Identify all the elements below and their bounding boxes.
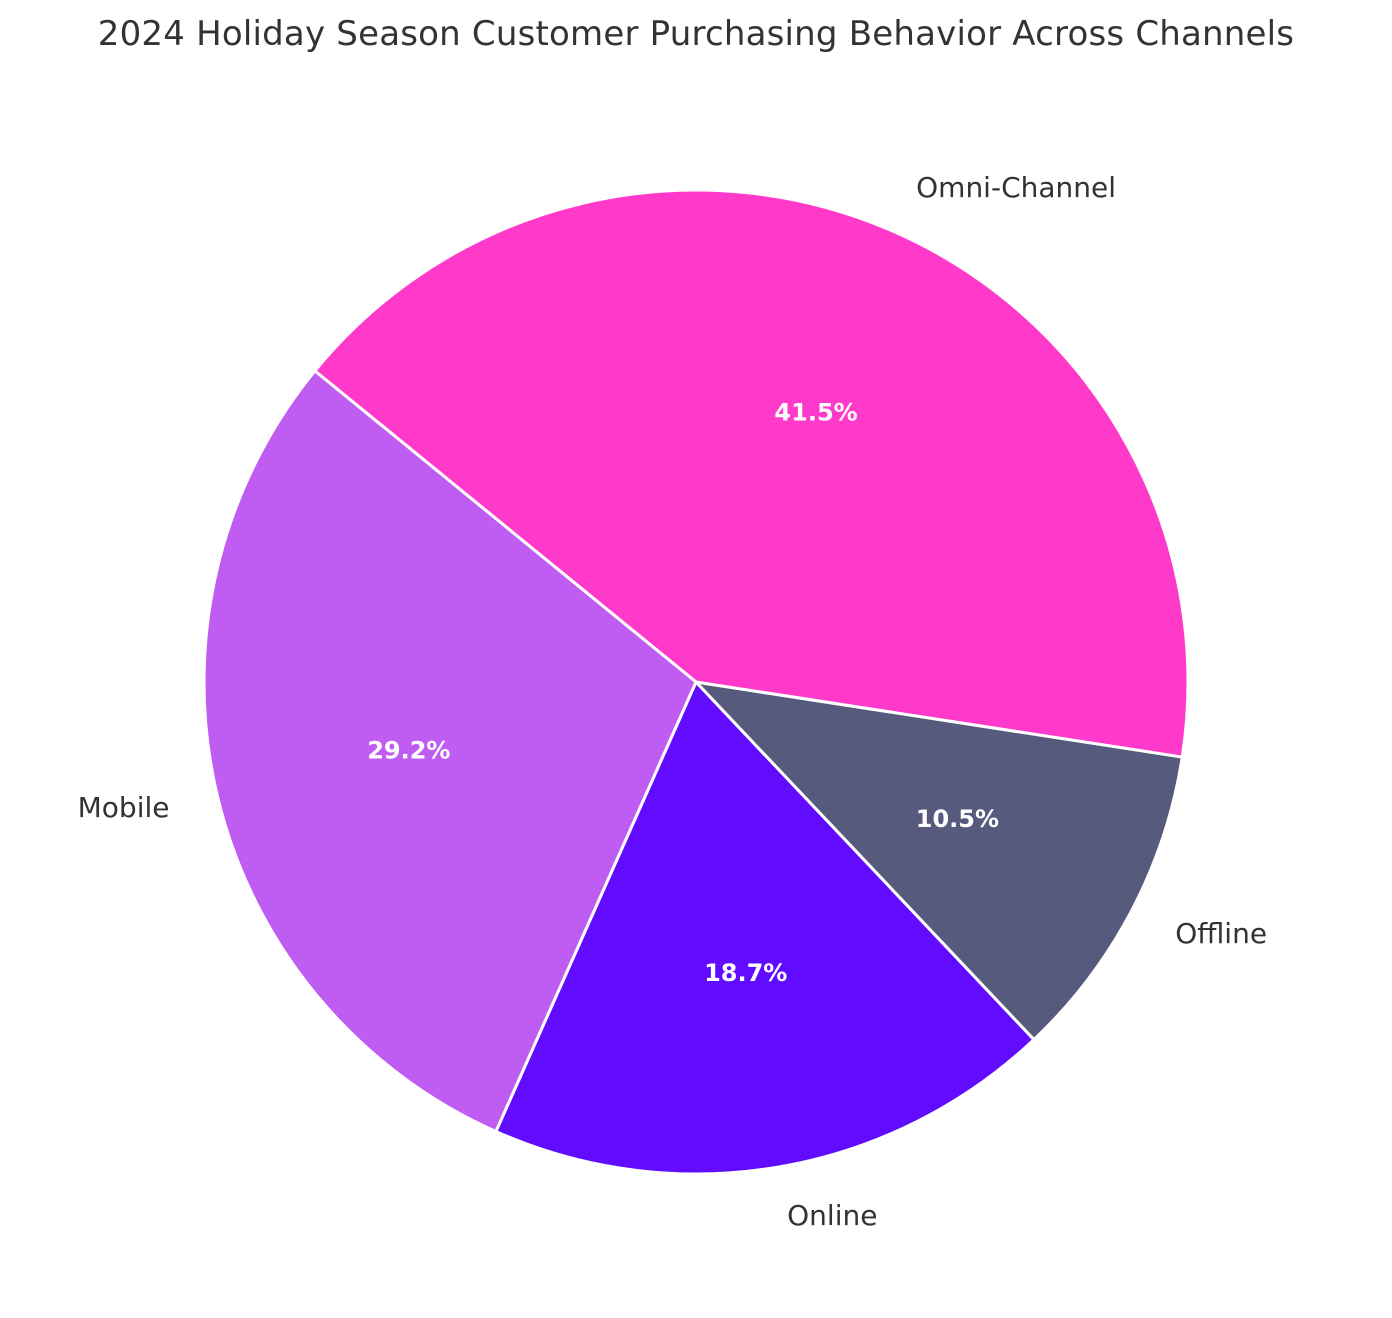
slice-label-online: Online: [787, 1199, 877, 1232]
slice-label-offline: Offline: [1175, 917, 1267, 950]
pct-label-omni-channel: 41.5%: [774, 398, 857, 426]
pie-slice-omni-channel: [313, 188, 1190, 759]
chart-title: 2024 Holiday Season Customer Purchasing …: [97, 14, 1295, 54]
pie-slices: [202, 188, 1190, 1176]
pie-slice-online: [494, 680, 1036, 1176]
slice-label-mobile: Mobile: [78, 791, 170, 824]
pct-label-mobile: 29.2%: [367, 736, 450, 764]
pie-labels: Online 18.7% Offline 10.5% Omni-Channel 41.5%…: [78, 171, 1267, 1232]
pct-label-online: 18.7%: [704, 959, 787, 987]
pie-slice-mobile: [202, 369, 698, 1133]
pie-slice-offline: [694, 680, 1184, 1042]
slice-label-omni-channel: Omni-Channel: [916, 171, 1116, 204]
pct-label-offline: 10.5%: [916, 805, 999, 833]
